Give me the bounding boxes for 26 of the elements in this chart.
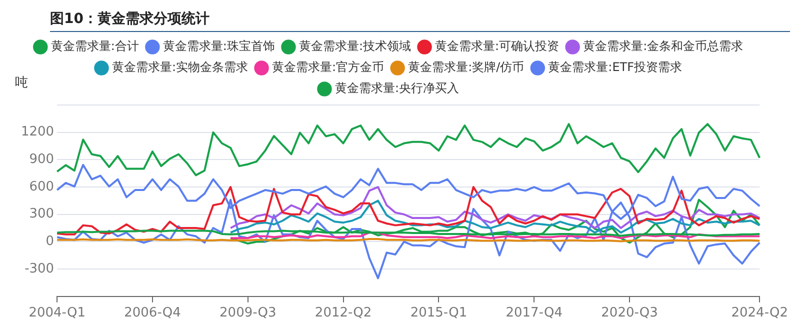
- y-axis-title: 吨: [15, 75, 28, 90]
- legend-label: 黄金需求量:金条和金币总需求: [583, 39, 744, 54]
- chart-title: 图10：黄金需求分项统计: [50, 8, 790, 32]
- y-tick-label: 0: [46, 234, 54, 250]
- legend-label: 黄金需求量:合计: [50, 39, 139, 54]
- y-tick-label: 900: [29, 152, 54, 168]
- x-tick-label: 2004-Q1: [28, 306, 86, 321]
- y-tick-label: 1200: [20, 124, 54, 140]
- x-tick-label: 2009-Q3: [220, 306, 276, 321]
- legend-label: 黄金需求量:官方金币: [272, 60, 384, 74]
- x-tick-label: 2020-Q3: [601, 306, 658, 321]
- x-tick-label: 2015-Q1: [410, 306, 468, 321]
- legend-label: 黄金需求量:珠宝首饰: [162, 39, 275, 54]
- x-tick-label: 2006-Q4: [124, 306, 181, 321]
- y-tick-label: -300: [24, 261, 54, 276]
- legend-label: 黄金需求量:ETF投资需求: [548, 60, 682, 74]
- legend-label: 黄金需求量:技术领域: [298, 39, 412, 54]
- y-tick-label: 300: [29, 206, 54, 222]
- y-tick-label: 600: [29, 179, 54, 194]
- x-tick-label: 2012-Q2: [314, 306, 372, 321]
- legend-label: 黄金需求量:实物金条需求: [112, 60, 248, 74]
- x-tick-label: 2024-Q2: [731, 306, 788, 321]
- legend-label: 黄金需求量:央行净买入: [334, 81, 460, 96]
- legend-label: 黄金需求量:奖牌/仿币: [408, 60, 524, 74]
- legend-label: 黄金需求量:可确认投资: [435, 39, 560, 54]
- x-tick-label: 2017-Q4: [506, 306, 562, 321]
